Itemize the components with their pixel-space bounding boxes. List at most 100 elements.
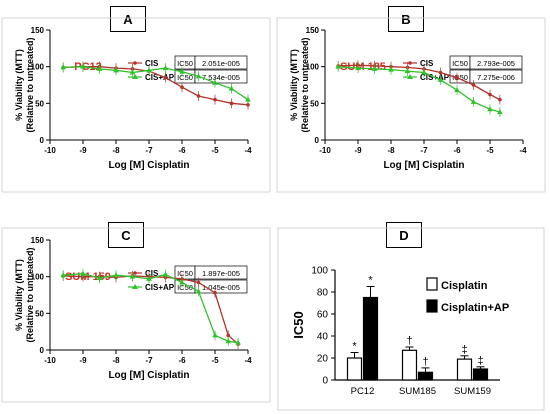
x-tick-label: -6 bbox=[178, 146, 186, 155]
data-point bbox=[146, 275, 152, 281]
data-point bbox=[355, 65, 361, 71]
data-point bbox=[228, 85, 235, 91]
data-point bbox=[196, 280, 201, 285]
y-tick-label: 100 bbox=[311, 266, 328, 277]
data-point bbox=[60, 64, 66, 70]
data-point bbox=[498, 97, 502, 102]
data-point bbox=[195, 73, 202, 79]
data-point bbox=[196, 94, 201, 98]
ic50-bar-chart: 0 20 40 60 80 100 IC50 PC12 * * SUM185 † † SUM159 ‡ ‡ Ci… bbox=[277, 227, 545, 411]
x-tick-label: -9 bbox=[79, 146, 87, 155]
y-tick-label: 0 bbox=[40, 346, 45, 355]
x-tick-label: -8 bbox=[387, 146, 395, 155]
panel-label-d: D bbox=[386, 222, 422, 248]
data-point bbox=[213, 291, 217, 295]
significance-marker: ‡ bbox=[461, 344, 467, 356]
x-tick-label: -7 bbox=[145, 146, 153, 155]
x-axis-label: Log [M] Cisplatin bbox=[108, 160, 189, 171]
y-axis-label: IC50 bbox=[291, 311, 306, 338]
y-tick-label: 20 bbox=[317, 354, 329, 365]
panel-frame bbox=[1, 17, 271, 193]
legend-marker bbox=[132, 284, 138, 289]
x-tick-label: -10 bbox=[44, 356, 56, 365]
data-point bbox=[163, 75, 168, 80]
x-tick-label: -4 bbox=[519, 146, 527, 155]
data-point bbox=[404, 68, 411, 74]
x-tick-label: -5 bbox=[211, 356, 219, 365]
dose-response-chart-sum159: 0 50 100 150 -10 -9 -8 -7 -6 -5 -4 Log [M] Cisplati… bbox=[1, 227, 271, 403]
data-point bbox=[60, 272, 66, 278]
data-point bbox=[487, 106, 493, 112]
y-tick-label: 100 bbox=[306, 63, 320, 72]
x-tick-label: -9 bbox=[79, 356, 87, 365]
ic50-table-label: IC50 bbox=[177, 283, 193, 292]
significance-marker: ‡ bbox=[477, 355, 483, 367]
legend-label: CIS+AP bbox=[145, 73, 175, 82]
y-tick-label: 150 bbox=[31, 26, 45, 35]
data-point bbox=[213, 97, 217, 102]
y-tick-label: 0 bbox=[322, 376, 328, 387]
data-point bbox=[162, 65, 169, 71]
data-point bbox=[454, 87, 460, 93]
data-point bbox=[455, 75, 459, 80]
data-point bbox=[80, 63, 86, 69]
panel-frame bbox=[277, 227, 545, 411]
bar bbox=[346, 357, 363, 381]
ic50-table-cell bbox=[469, 55, 523, 70]
series-curve bbox=[63, 66, 249, 101]
panel-label-b: B bbox=[388, 6, 424, 32]
y-tick-label: 150 bbox=[306, 26, 320, 35]
data-point bbox=[180, 85, 184, 89]
ic50-table-cell bbox=[194, 265, 248, 280]
panel-frame bbox=[276, 17, 546, 193]
data-point bbox=[235, 339, 241, 345]
bar bbox=[362, 296, 379, 381]
x-tick-label: -4 bbox=[244, 146, 252, 155]
dose-response-chart-sum185: 0 50 100 150 -10 -9 -8 -7 -6 -5 -4 Log [M] Cisplati… bbox=[276, 17, 546, 193]
data-point bbox=[212, 79, 218, 85]
ic50-table-cell bbox=[469, 69, 523, 84]
ic50-table-label: IC50 bbox=[177, 73, 193, 82]
x-axis-label: Log [M] Cisplatin bbox=[108, 370, 189, 381]
legend-label: CIS bbox=[145, 59, 159, 68]
data-point bbox=[146, 67, 152, 73]
data-point bbox=[212, 332, 218, 338]
ic50-table-cell bbox=[194, 55, 248, 70]
ic50-table-value: 2.051e-005 bbox=[202, 59, 240, 68]
x-tick-label: -8 bbox=[112, 356, 120, 365]
bar bbox=[417, 371, 434, 381]
data-point bbox=[179, 279, 185, 285]
x-tick-label: -5 bbox=[486, 146, 494, 155]
y-axis-label-secondary: (Relative to untreated) bbox=[300, 37, 310, 132]
ic50-table-value: 7.275e-006 bbox=[477, 73, 515, 82]
y-axis-label: % Viability (MTT) bbox=[14, 259, 24, 331]
legend-marker bbox=[408, 61, 412, 65]
data-point bbox=[80, 270, 86, 276]
data-point bbox=[335, 63, 341, 69]
legend-label: Cisplatin+AP bbox=[441, 302, 509, 314]
x-tick-label: -4 bbox=[244, 356, 252, 365]
x-tick-label: -10 bbox=[44, 146, 56, 155]
legend-marker bbox=[407, 74, 413, 79]
category-label: SUM159 bbox=[454, 386, 491, 397]
data-point bbox=[226, 333, 230, 338]
y-tick-label: 50 bbox=[35, 309, 44, 318]
significance-marker: † bbox=[406, 335, 412, 347]
significance-marker: † bbox=[422, 356, 428, 368]
y-axis-label: % Viability (MTT) bbox=[14, 49, 24, 121]
significance-marker: * bbox=[368, 275, 373, 287]
y-tick-label: 50 bbox=[310, 99, 319, 108]
y-axis-label-secondary: (Relative to untreated) bbox=[25, 247, 35, 342]
y-axis-label-secondary: (Relative to untreated) bbox=[25, 37, 35, 132]
x-tick-label: -10 bbox=[319, 146, 331, 155]
data-point bbox=[162, 271, 169, 277]
data-point bbox=[195, 288, 202, 294]
data-point bbox=[437, 76, 444, 82]
data-point bbox=[96, 65, 103, 71]
legend-marker bbox=[132, 74, 138, 79]
data-point bbox=[229, 101, 234, 106]
y-tick-label: 40 bbox=[317, 332, 329, 343]
panel-label-c: C bbox=[108, 222, 144, 248]
legend-swatch bbox=[426, 277, 438, 291]
y-tick-label: 100 bbox=[31, 63, 45, 72]
